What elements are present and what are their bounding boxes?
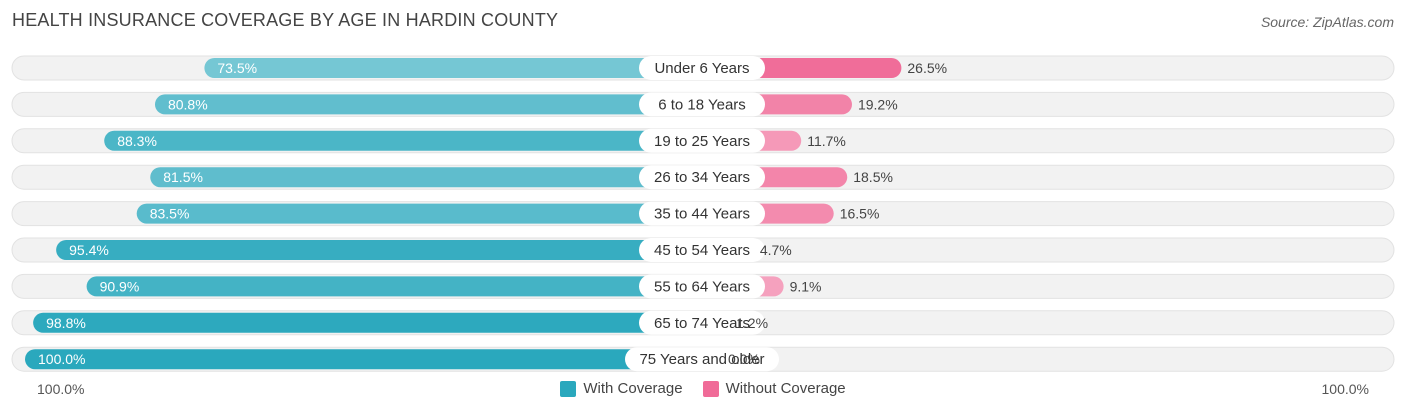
category-pill — [639, 128, 765, 153]
category-label: 45 to 54 Years — [654, 242, 750, 259]
bar-with-coverage — [136, 203, 702, 224]
category-pill — [639, 92, 765, 117]
category-label: 6 to 18 Years — [658, 96, 746, 113]
value-label-with-coverage: 73.5% — [217, 60, 257, 76]
value-label-without-coverage: 1.2% — [736, 315, 768, 331]
category-pill — [639, 201, 765, 226]
bar-with-coverage — [25, 349, 702, 370]
value-label-without-coverage: 18.5% — [853, 169, 893, 185]
legend-swatch-with-coverage — [560, 380, 577, 397]
axis-left-label: 100.0% — [37, 381, 85, 397]
legend-item-with-coverage[interactable]: With Coverage — [560, 380, 683, 397]
value-label-without-coverage: 19.2% — [858, 96, 898, 112]
bar-with-coverage — [56, 240, 703, 260]
value-label-with-coverage: 95.4% — [69, 242, 109, 258]
legend-swatch-without-coverage — [702, 380, 719, 397]
category-label: 75 Years and older — [639, 351, 764, 368]
value-label-without-coverage: 0.0% — [728, 351, 760, 367]
category-pill — [639, 310, 765, 335]
value-label-with-coverage: 83.5% — [150, 206, 190, 222]
bar-with-coverage — [204, 58, 702, 78]
chart-title: HEALTH INSURANCE COVERAGE BY AGE IN HARD… — [12, 10, 559, 30]
category-label: 55 to 64 Years — [654, 278, 750, 295]
axis-right-label: 100.0% — [1321, 381, 1369, 397]
bar-with-coverage — [154, 94, 702, 115]
category-label: Under 6 Years — [654, 60, 749, 77]
value-label-with-coverage: 81.5% — [163, 169, 203, 185]
value-label-with-coverage: 88.3% — [117, 133, 157, 149]
value-label-with-coverage: 100.0% — [38, 351, 85, 367]
legend-item-without-coverage[interactable]: Without Coverage — [702, 380, 846, 397]
value-label-without-coverage: 9.1% — [790, 278, 822, 294]
category-pill — [639, 56, 765, 80]
category-pill — [639, 165, 765, 190]
bar-with-coverage — [150, 167, 702, 188]
category-pill — [639, 274, 765, 299]
value-label-without-coverage: 16.5% — [840, 206, 880, 222]
legend-label-with-coverage: With Coverage — [583, 380, 683, 397]
bar-with-coverage — [86, 276, 703, 297]
category-pill — [639, 238, 765, 262]
legend-label-without-coverage: Without Coverage — [725, 380, 846, 397]
value-label-without-coverage: 11.7% — [807, 133, 846, 149]
category-pill — [625, 347, 779, 372]
value-label-with-coverage: 80.8% — [168, 96, 208, 112]
category-label: 35 to 44 Years — [654, 206, 750, 223]
bar-with-coverage — [104, 130, 703, 151]
bar-with-coverage — [33, 312, 702, 333]
category-label: 65 to 74 Years — [654, 315, 750, 332]
value-label-with-coverage: 98.8% — [46, 315, 86, 331]
value-label-without-coverage: 26.5% — [907, 60, 947, 76]
category-label: 19 to 25 Years — [654, 133, 750, 150]
source-note: Source: ZipAtlas.com — [1260, 14, 1394, 30]
category-label: 26 to 34 Years — [654, 169, 750, 186]
value-label-without-coverage: 4.7% — [760, 242, 792, 258]
legend: With Coverage Without Coverage — [0, 380, 1406, 397]
value-label-with-coverage: 90.9% — [100, 278, 140, 294]
